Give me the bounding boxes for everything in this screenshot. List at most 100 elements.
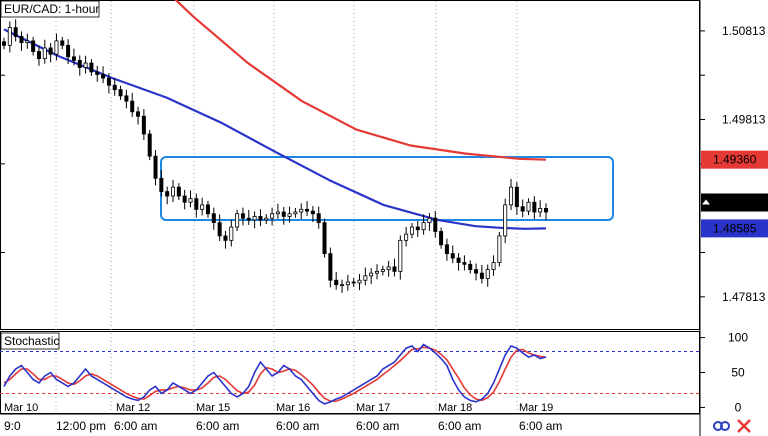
candle-body bbox=[363, 275, 368, 281]
candle-body bbox=[211, 213, 216, 224]
candle-body bbox=[171, 186, 176, 197]
candle-body bbox=[223, 235, 228, 241]
candle-body bbox=[398, 239, 403, 272]
candles bbox=[1, 19, 549, 293]
candle-body bbox=[305, 208, 310, 212]
candle-body bbox=[485, 269, 490, 279]
moving-averages bbox=[3, 0, 547, 230]
candle-body bbox=[316, 213, 321, 224]
candle-body bbox=[147, 133, 152, 157]
candle-body bbox=[468, 263, 473, 271]
ma-blue-line bbox=[3, 28, 547, 230]
stoch-tick-label: 100 bbox=[728, 331, 748, 345]
candle-body bbox=[474, 269, 479, 274]
price-tag-label: 1.48585 bbox=[713, 221, 757, 235]
candle-body bbox=[200, 204, 205, 210]
date-label: Mar 15 bbox=[196, 402, 230, 414]
stochastic-lines bbox=[0, 343, 700, 405]
candle-body bbox=[509, 186, 514, 206]
candle-body bbox=[153, 155, 158, 179]
link-icon[interactable] bbox=[713, 421, 730, 431]
candle-body bbox=[188, 198, 193, 203]
date-label: Mar 18 bbox=[438, 402, 472, 414]
close-icon[interactable] bbox=[737, 419, 751, 433]
candle-body bbox=[36, 51, 41, 60]
price-tick-label: 1.50813 bbox=[722, 24, 766, 38]
time-label: 9:0 bbox=[4, 419, 21, 433]
price-axis: 1.50813 1.49813 1.47813 100 50 0 bbox=[0, 24, 766, 414]
candle-body bbox=[1, 41, 7, 46]
candle-body bbox=[503, 204, 508, 237]
candle-body bbox=[532, 201, 537, 213]
candle-body bbox=[124, 95, 129, 102]
candle-body bbox=[106, 77, 111, 86]
candle-body bbox=[205, 204, 210, 215]
stoch-d-line bbox=[3, 346, 547, 402]
candle-body bbox=[141, 115, 146, 135]
main-plot-frame bbox=[0, 0, 700, 330]
stochastic-label: Stochastic bbox=[4, 334, 59, 348]
candle-body bbox=[19, 36, 24, 44]
candle-body bbox=[95, 71, 100, 75]
price-tag-box bbox=[701, 150, 768, 169]
candle-body bbox=[130, 100, 135, 113]
candle-body bbox=[217, 222, 222, 237]
candle-body bbox=[538, 208, 543, 213]
candle-body bbox=[182, 195, 187, 203]
candle-body bbox=[165, 191, 170, 197]
candle-body bbox=[514, 186, 519, 208]
candle-body bbox=[42, 47, 47, 60]
price-tag-arrow bbox=[702, 199, 710, 205]
candle-body bbox=[54, 40, 59, 55]
candle-body bbox=[351, 281, 356, 284]
candle-body bbox=[77, 59, 82, 68]
candle-body bbox=[328, 253, 333, 281]
date-labels: Mar 10 Mar 12 Mar 15 Mar 16 Mar 17 Mar 18 Mar … bbox=[4, 402, 553, 414]
candle-body bbox=[176, 186, 181, 197]
date-label: Mar 19 bbox=[519, 402, 553, 414]
candle-body bbox=[444, 244, 449, 255]
candle-body bbox=[101, 74, 106, 79]
time-label: 6:00 am bbox=[196, 419, 239, 433]
stoch-tick-label: 0 bbox=[735, 400, 742, 414]
candle-body bbox=[89, 62, 94, 73]
candle-body bbox=[497, 235, 502, 263]
candle-body bbox=[392, 266, 397, 272]
candle-body bbox=[543, 208, 549, 213]
price-tags: 1.49360 1.48877 1.48585 bbox=[701, 150, 768, 238]
candle-body bbox=[322, 222, 327, 255]
candle-body bbox=[275, 211, 280, 215]
candle-body bbox=[433, 217, 438, 232]
candle-body bbox=[83, 62, 88, 68]
candle-body bbox=[334, 279, 339, 286]
candle-body bbox=[159, 177, 164, 192]
candle-body bbox=[491, 262, 496, 271]
price-tag-label: 1.49360 bbox=[713, 153, 757, 167]
candle-body bbox=[287, 213, 292, 217]
stoch-k-line bbox=[3, 343, 547, 405]
candle-body bbox=[299, 208, 304, 213]
time-labels: 9:0 12:00 pm 6:00 am 6:00 am 6:00 am 6:00 am 6… bbox=[4, 419, 562, 433]
stochastic-label-box bbox=[0, 332, 60, 350]
time-label: 6:00 am bbox=[114, 419, 157, 433]
candle-body bbox=[60, 40, 65, 46]
chart-title: EUR/CAD: 1-hour bbox=[4, 2, 99, 16]
candle-body bbox=[240, 213, 245, 219]
candle-body bbox=[404, 233, 409, 241]
price-tag-label: 1.48877 bbox=[713, 195, 757, 209]
candle-body bbox=[112, 84, 117, 91]
candle-body bbox=[246, 217, 251, 221]
candle-body bbox=[357, 279, 362, 284]
price-tag-box bbox=[701, 193, 768, 212]
candle-body bbox=[71, 56, 76, 61]
candle-body bbox=[386, 266, 391, 271]
price-tag-box bbox=[701, 219, 768, 238]
date-label: Mar 17 bbox=[356, 402, 390, 414]
candle-body bbox=[450, 253, 455, 259]
candle-body bbox=[409, 226, 414, 235]
candle-body bbox=[25, 40, 30, 44]
date-label: Mar 10 bbox=[4, 402, 38, 414]
candle-body bbox=[48, 47, 53, 55]
candle-body bbox=[380, 269, 385, 272]
time-label: 12:00 pm bbox=[56, 419, 106, 433]
